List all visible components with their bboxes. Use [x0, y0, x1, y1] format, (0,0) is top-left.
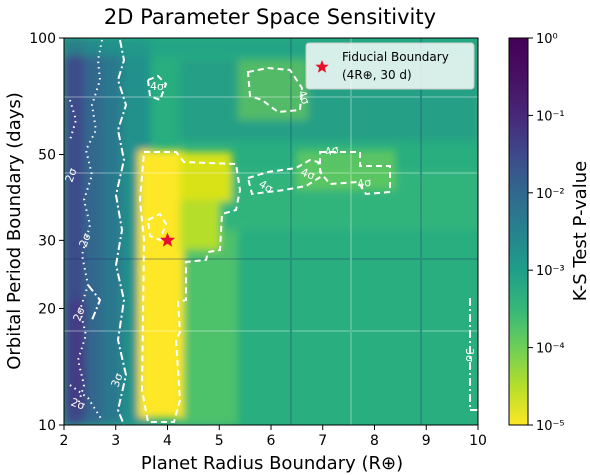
fiducial-star-marker	[159, 232, 176, 247]
x-tick-label: 10	[469, 433, 487, 449]
contour-label-2sigma: 2σ	[77, 231, 94, 249]
y-tick-label: 10	[38, 418, 56, 434]
contour-4sigma	[138, 151, 242, 423]
contour-label-3sigma: 3σ	[463, 348, 476, 362]
heatmap	[64, 38, 478, 425]
colorbar-tick-label: 10⁻²	[536, 187, 565, 202]
contour-label-4sigma: 4σ	[299, 166, 317, 183]
heatmap-cell	[146, 160, 176, 410]
x-axis: 2 3 4 5 6 7 8 9 10	[60, 425, 487, 449]
x-tick-label: 6	[267, 433, 276, 449]
colorbar-label: K-S Test P-value	[570, 161, 590, 301]
contour-4sigma	[146, 212, 168, 242]
contour-label-3sigma: 3σ	[109, 371, 126, 389]
y-axis-label: Orbital Period Boundary (days)	[4, 92, 25, 370]
colorbar-tick-label: 10⁻³	[536, 264, 565, 279]
contour-3sigma	[469, 298, 478, 411]
x-tick-label: 5	[215, 433, 224, 449]
heatmap-cell	[238, 60, 308, 120]
contour-2sigma	[69, 384, 103, 421]
heatmap-cell	[180, 200, 220, 250]
contour-label-2sigma: 2σ	[69, 396, 87, 413]
colorbar-tick-label: 10⁰	[536, 32, 558, 47]
x-tick-label: 4	[163, 433, 172, 449]
contour-labels: 2σ 2σ 2σ 2σ 3σ 3σ 4σ 4σ 4σ 4σ 4σ 4σ	[63, 80, 476, 413]
contour-label-4sigma: 4σ	[295, 89, 312, 107]
colorbar-ticks: 10⁻⁵ 10⁻⁴ 10⁻³ 10⁻² 10⁻¹ 10⁰	[528, 32, 565, 434]
legend-label: Fiducial Boundary	[342, 50, 449, 64]
x-tick-label: 7	[318, 433, 327, 449]
chart-title: 2D Parameter Space Sensitivity	[104, 5, 436, 29]
legend: Fiducial Boundary (4R⊕, 30 d)	[305, 42, 475, 90]
colorbar-tick-label: 10⁻¹	[536, 109, 565, 124]
contour-label-4sigma: 4σ	[356, 176, 372, 191]
legend-sublabel: (4R⊕, 30 d)	[342, 68, 412, 82]
colorbar-tick-label: 10⁻⁴	[536, 342, 565, 357]
y-tick-label: 30	[38, 233, 56, 249]
contour-label-4sigma: 4σ	[257, 177, 276, 195]
contours	[69, 39, 478, 425]
contour-label-4sigma: 4σ	[323, 143, 340, 159]
contour-4sigma	[146, 74, 168, 102]
heatmap-cell	[66, 300, 86, 410]
legend-star-icon	[315, 60, 329, 73]
y-axis: 10 20 30 50 100	[29, 31, 64, 434]
y-tick-label: 20	[38, 302, 56, 318]
x-tick-label: 2	[60, 433, 69, 449]
legend-box	[305, 42, 475, 90]
contour-label-4sigma: 4σ	[150, 80, 164, 93]
x-tick-label: 9	[422, 433, 431, 449]
contour-label-2sigma: 2σ	[71, 305, 88, 323]
heatmap-grid-bands	[64, 38, 478, 425]
x-tick-label: 8	[370, 433, 379, 449]
contour-3sigma	[114, 39, 128, 425]
x-axis-label: Planet Radius Boundary (R⊕)	[141, 453, 403, 474]
contour-3sigma	[87, 284, 102, 321]
x-tick-label: 3	[111, 433, 120, 449]
y-tick-label: 50	[38, 147, 56, 163]
y-tick-label: 100	[29, 31, 56, 47]
heatmap-cell	[84, 38, 104, 425]
colorbar-tick-label: 10⁻⁵	[536, 419, 565, 434]
contour-4sigma	[319, 151, 391, 196]
heatmap-cell	[180, 152, 232, 202]
colorbar	[508, 37, 529, 426]
contour-2sigma	[69, 99, 78, 141]
contour-label-2sigma: 2σ	[63, 166, 80, 184]
